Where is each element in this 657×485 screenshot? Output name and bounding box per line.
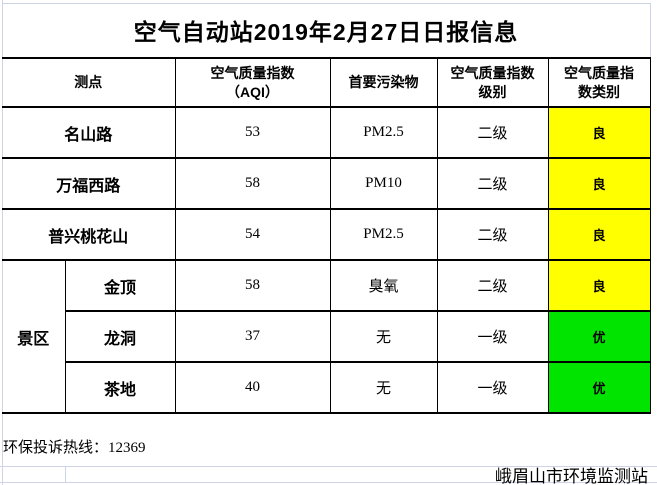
aqi-cell: 40	[174, 361, 331, 414]
pollutant-cell: 臭氧	[329, 259, 438, 312]
pollutant-cell: 无	[329, 310, 438, 363]
pollutant-cell: PM10	[329, 157, 438, 210]
table-row: 万福西路 58 PM10 二级 良	[2, 157, 651, 210]
site-cell: 龙洞	[64, 310, 176, 363]
category-cell: 良	[547, 106, 651, 159]
faint-gridline-bottom-divider	[65, 466, 66, 482]
site-cell: 名山路	[2, 106, 176, 159]
table-row: 普兴桃花山 54 PM2.5 二级 良	[2, 208, 651, 261]
level-cell: 一级	[436, 361, 549, 414]
header-aqi-line2: （AQI）	[226, 83, 279, 100]
category-cell: 良	[547, 208, 651, 261]
faint-gridline-bottom-row-top	[0, 466, 657, 467]
level-cell: 一级	[436, 310, 549, 363]
faint-gridline-top	[2, 3, 650, 4]
site-cell: 普兴桃花山	[2, 208, 176, 261]
site-cell: 茶地	[64, 361, 176, 414]
air-quality-table: 测点 空气质量指数 （AQI） 首要污染物 空气质量指数 级别 空气质量指 数类…	[2, 57, 651, 414]
group-cell: 景区	[2, 259, 66, 414]
table-row: 名山路 53 PM2.5 二级 良	[2, 106, 651, 159]
table-row: 景区 金顶 58 臭氧 二级 良	[2, 259, 651, 414]
category-cell: 优	[547, 310, 651, 363]
aqi-cell: 58	[174, 157, 331, 210]
level-cell: 二级	[436, 208, 549, 261]
faint-gridline-title-right	[650, 3, 651, 57]
header-site: 测点	[2, 57, 176, 108]
header-category-line2: 数类别	[578, 83, 620, 100]
level-cell: 二级	[436, 157, 549, 210]
hotline-text: 环保投诉热线：12369	[3, 440, 146, 456]
table-row: 龙洞 37 无 一级 优	[2, 310, 651, 363]
faint-gridline-bottom-row-bottom	[0, 482, 657, 483]
category-cell: 优	[547, 361, 651, 414]
aqi-cell: 53	[174, 106, 331, 159]
header-site-line1: 测点	[74, 74, 103, 91]
site-cell: 金顶	[64, 259, 176, 312]
header-level-line1: 空气质量指数	[450, 64, 535, 81]
pollutant-cell: 无	[329, 361, 438, 414]
header-level-line2: 级别	[478, 83, 507, 100]
header-row: 测点 空气质量指数 （AQI） 首要污染物 空气质量指数 级别 空气质量指 数类…	[2, 57, 651, 108]
level-cell: 二级	[436, 259, 549, 312]
header-aqi: 空气质量指数 （AQI）	[174, 57, 331, 108]
header-category-line1: 空气质量指	[564, 64, 634, 81]
aqi-cell: 58	[174, 259, 331, 312]
level-cell: 二级	[436, 106, 549, 159]
pollutant-cell: PM2.5	[329, 208, 438, 261]
aqi-cell: 54	[174, 208, 331, 261]
category-cell: 良	[547, 157, 651, 210]
header-category: 空气质量指 数类别	[547, 57, 651, 108]
header-pollutant-line1: 首要污染物	[348, 74, 419, 91]
header-pollutant: 首要污染物	[329, 57, 438, 108]
pollutant-cell: PM2.5	[329, 106, 438, 159]
aqi-cell: 37	[174, 310, 331, 363]
page-title: 空气自动站2019年2月27日日报信息	[133, 19, 519, 45]
category-cell: 良	[547, 259, 651, 312]
agency-name: 峨眉山市环境监测站	[495, 467, 648, 485]
header-aqi-line1: 空气质量指数	[210, 64, 295, 81]
header-level: 空气质量指数 级别	[436, 57, 549, 108]
site-cell: 万福西路	[2, 157, 176, 210]
table-row: 茶地 40 无 一级 优	[2, 361, 651, 414]
